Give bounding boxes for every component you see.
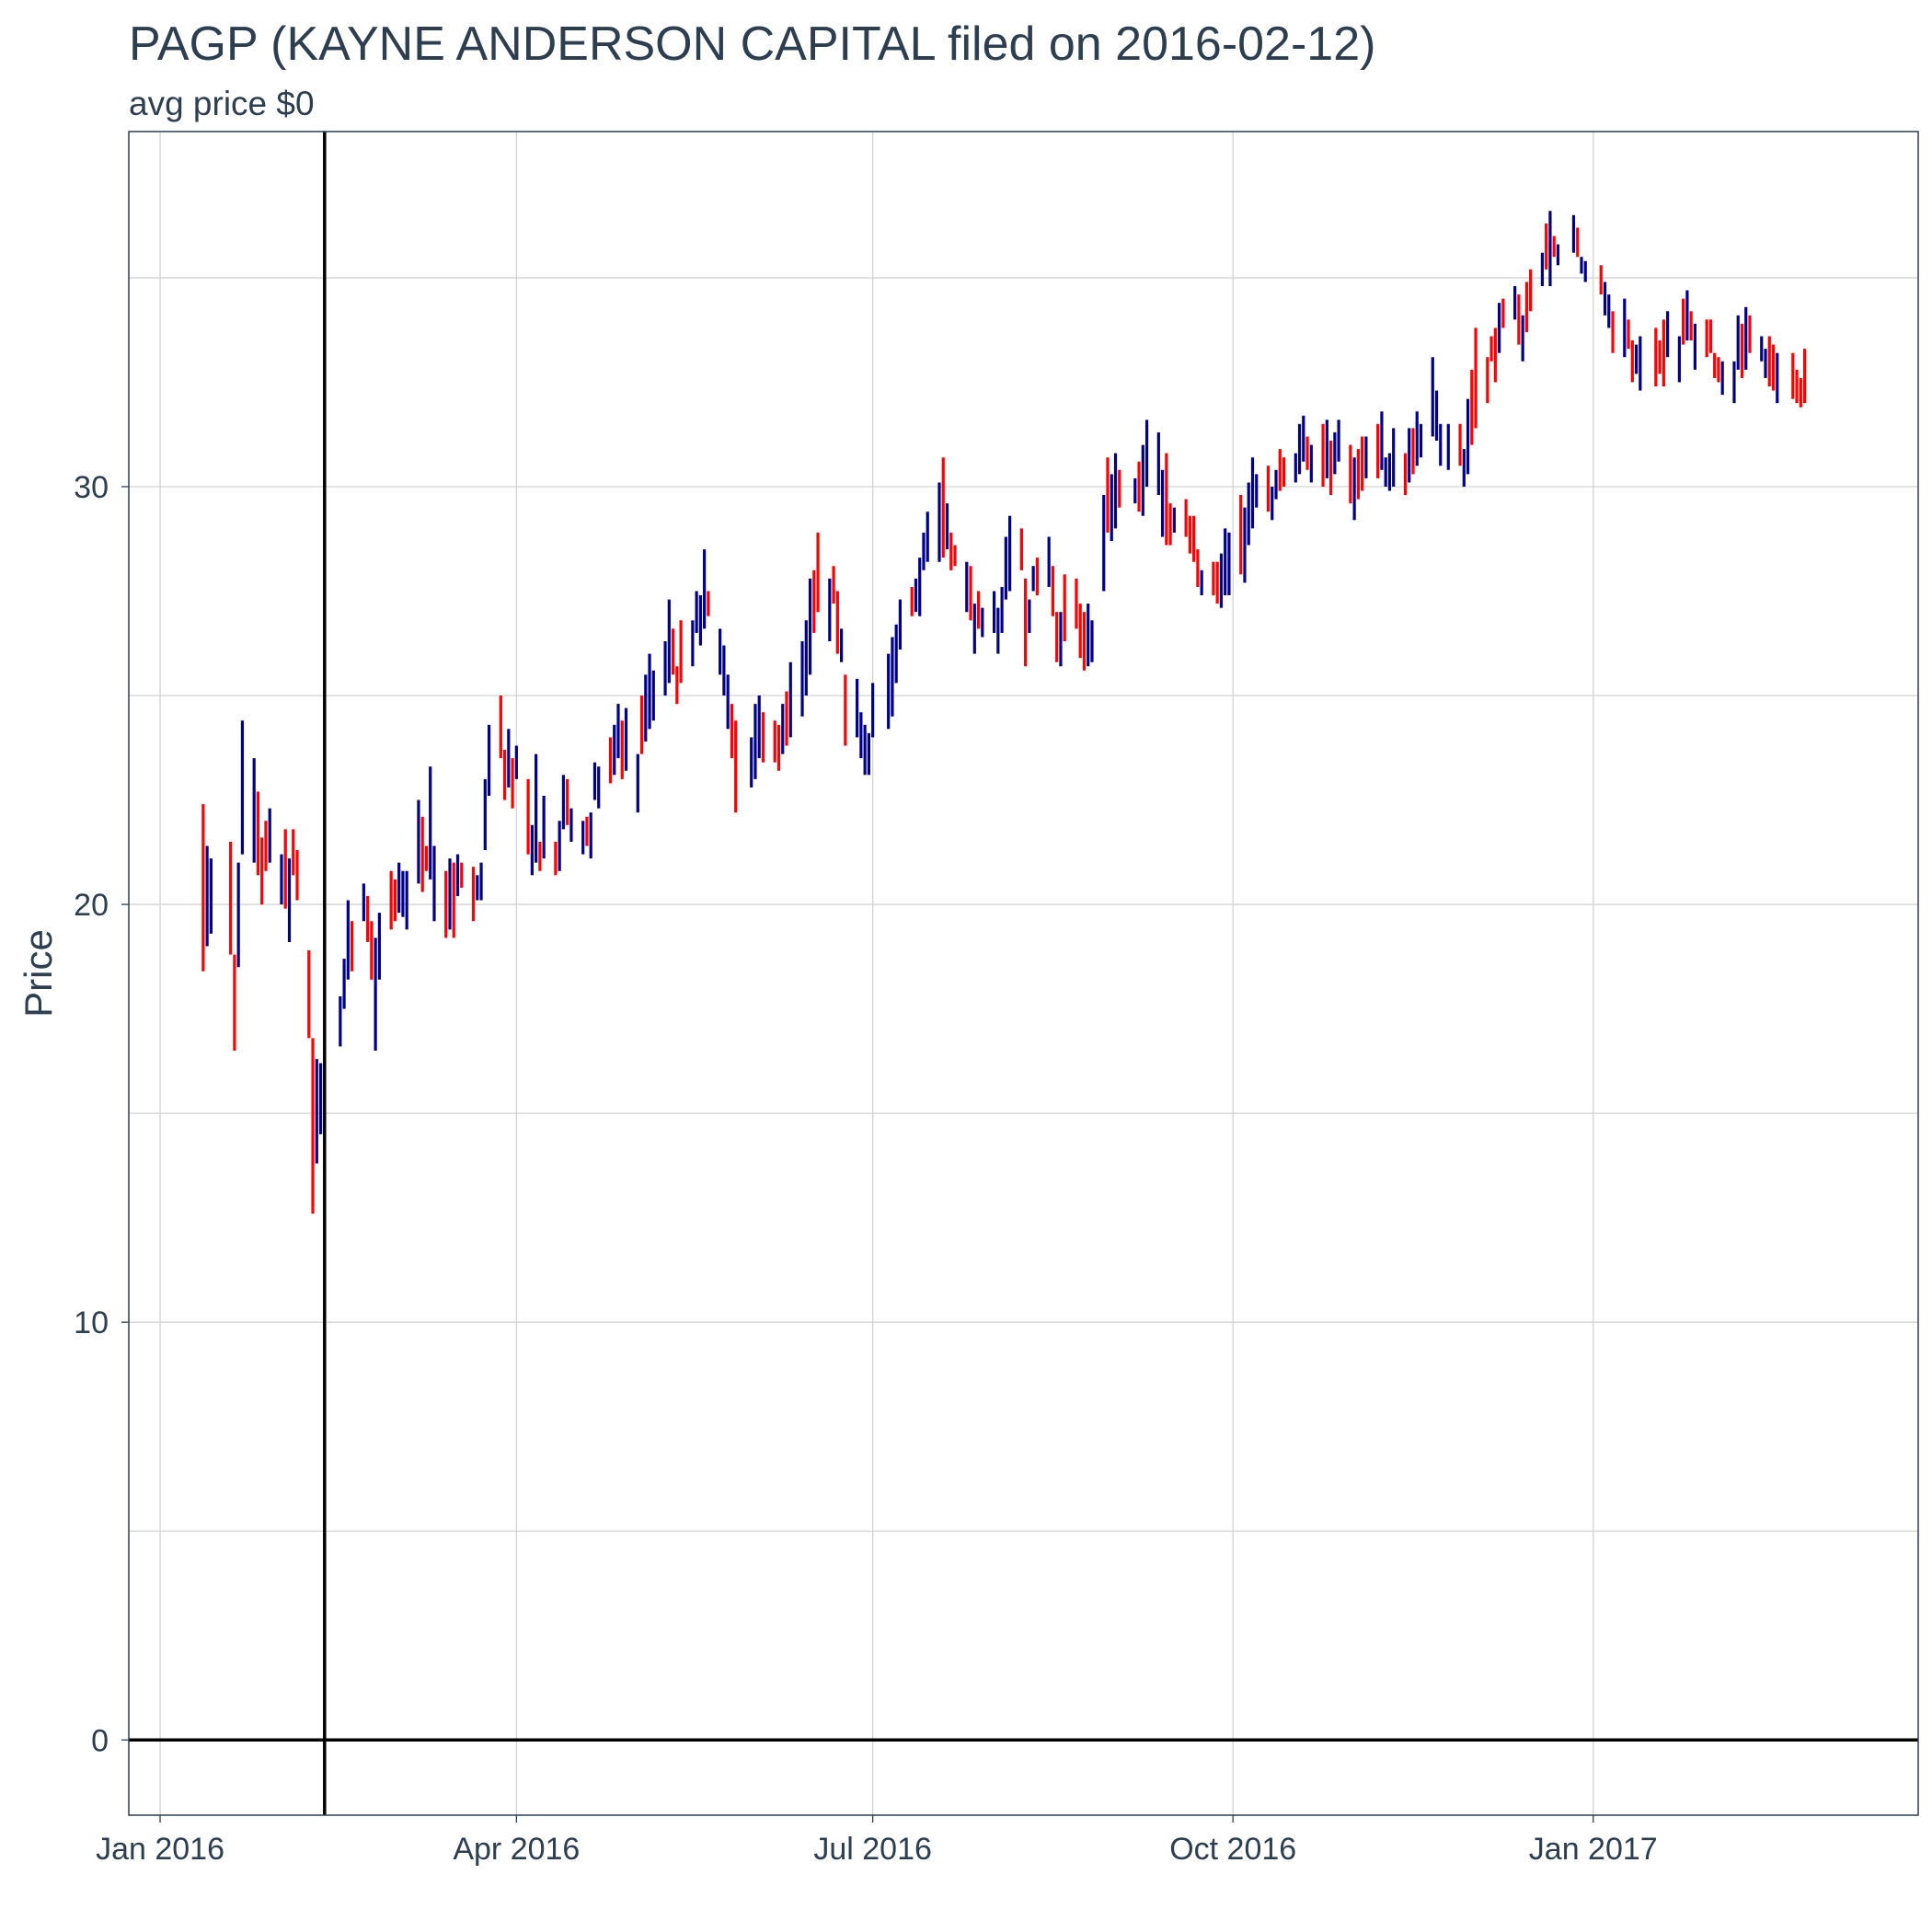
y-tick-label: 30: [74, 470, 109, 505]
chart-subtitle: avg price $0: [129, 85, 315, 122]
y-axis-label: Price: [17, 929, 60, 1018]
x-tick-label: Apr 2016: [453, 1832, 580, 1867]
panel-border: [128, 131, 1919, 1816]
ohlc-bars: [201, 211, 1807, 1214]
reference-lines: [129, 132, 1918, 1815]
chart-title: PAGP (KAYNE ANDERSON CAPITAL filed on 20…: [129, 17, 1376, 71]
x-tick-label: Oct 2016: [1169, 1832, 1296, 1867]
y-tick-label: 10: [74, 1305, 109, 1340]
y-tick-label: 0: [91, 1723, 109, 1758]
y-tick-label: 20: [74, 888, 109, 923]
x-tick-label: Jan 2017: [1529, 1832, 1658, 1867]
grid-lines: [129, 132, 1918, 1815]
x-tick-label: Jan 2016: [96, 1832, 224, 1867]
x-tick-label: Jul 2016: [813, 1832, 932, 1867]
axis-ticks: 0 10 20 30 Jan 2016 Apr 2016 Jul 2016 Oct 2016 J…: [74, 470, 1658, 1867]
